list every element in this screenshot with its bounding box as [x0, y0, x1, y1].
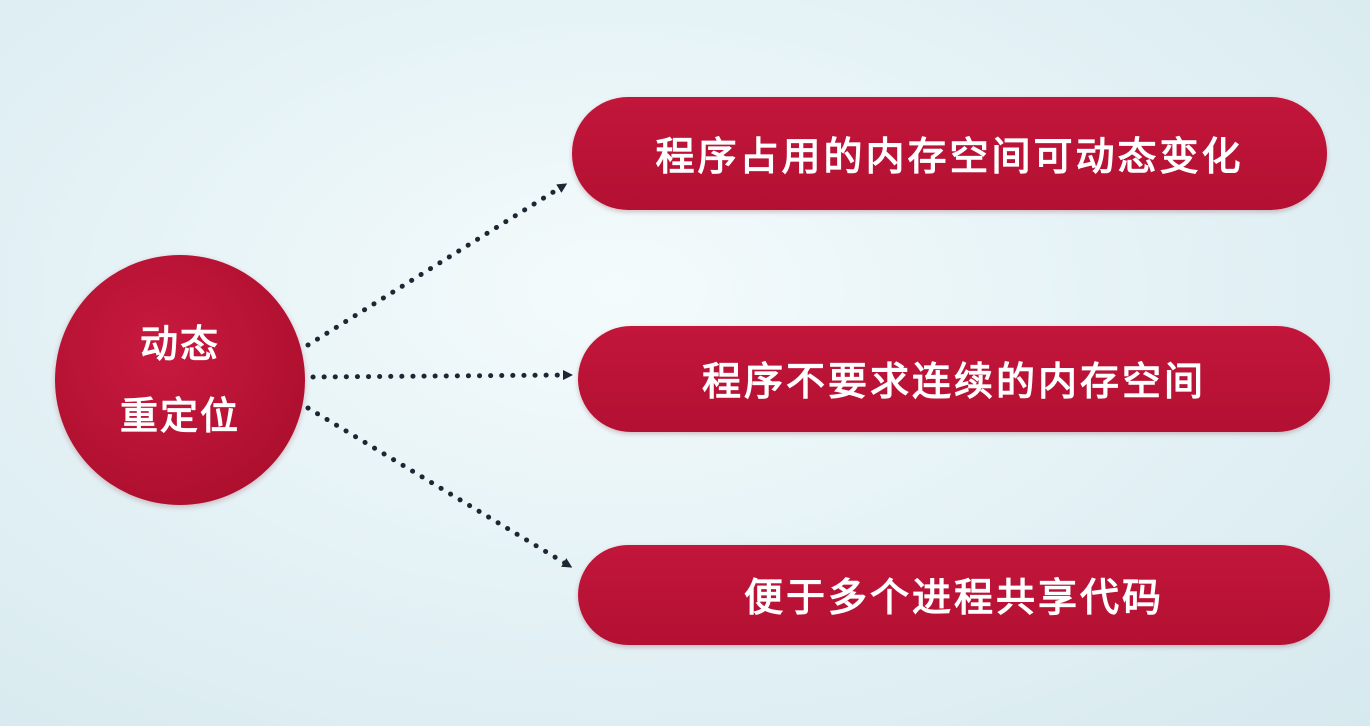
feature-pill-label: 程序占用的内存空间可动态变化 [655, 134, 1244, 180]
arrow-to-item-2 [310, 370, 573, 381]
feature-pill-shared-code: 便于多个进程共享代码 [578, 545, 1330, 645]
feature-pill-label: 程序不要求连续的内存空间 [701, 360, 1206, 405]
center-node-line-1: 动态 [139, 322, 220, 366]
feature-pill-label: 便于多个进程共享代码 [743, 576, 1164, 621]
arrow-to-item-3 [305, 405, 573, 568]
center-node-dynamic-relocation: 动态 重定位 [55, 255, 305, 505]
feature-pill-noncontiguous-memory: 程序不要求连续的内存空间 [578, 326, 1330, 432]
arrow-to-item-1 [305, 183, 568, 348]
center-node-line-2: 重定位 [119, 394, 240, 438]
feature-pill-dynamic-memory: 程序占用的内存空间可动态变化 [572, 97, 1327, 210]
